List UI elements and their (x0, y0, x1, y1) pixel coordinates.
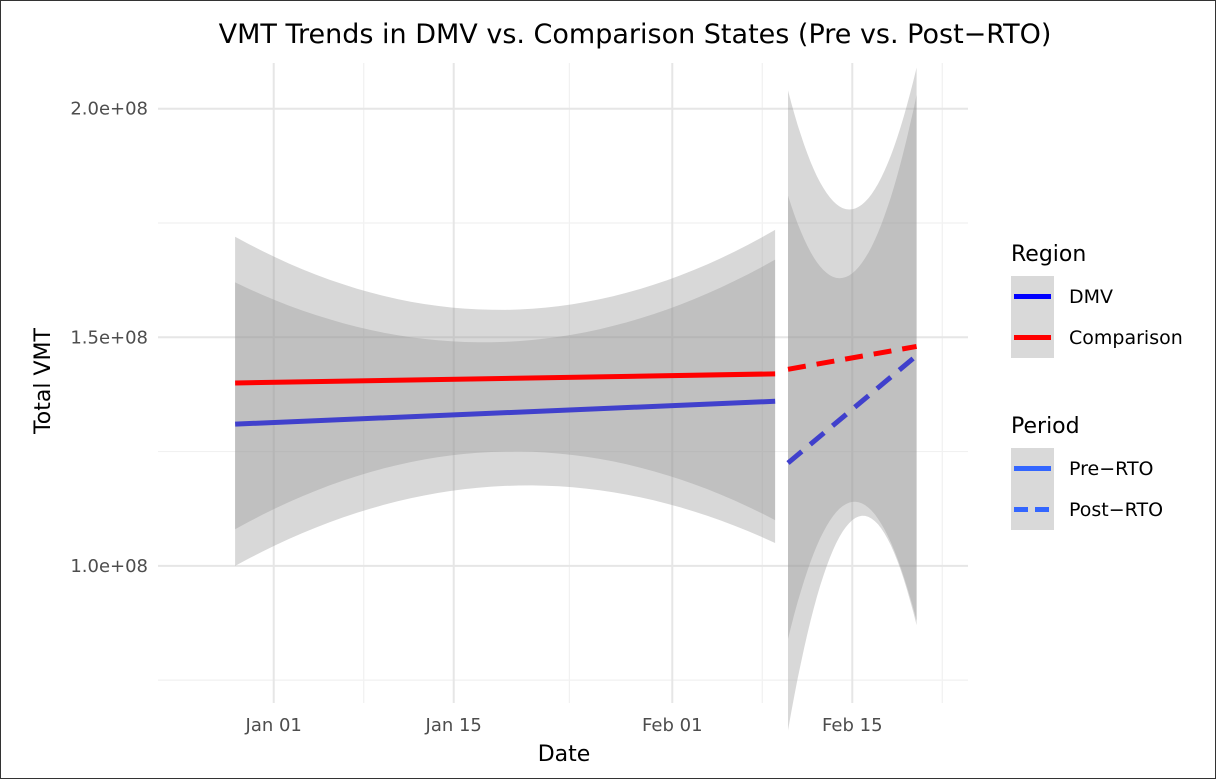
legend: Region DMV Comparison Period Pre−RTO Post−RTO (1011, 242, 1183, 530)
y-tick-label: 1.5e+08 (70, 327, 148, 348)
chart-title: VMT Trends in DMV vs. Comparison States … (219, 19, 1052, 50)
x-tick-label: Feb 01 (642, 715, 703, 736)
y-axis-title: Total VMT (31, 328, 56, 435)
y-tick-label: 2.0e+08 (70, 99, 148, 120)
y-axis-ticks: 1.0e+08 1.5e+08 2.0e+08 (70, 99, 148, 577)
x-tick-label: Jan 01 (245, 715, 302, 736)
series-lines (235, 343, 919, 465)
legend-label: Pre−RTO (1069, 458, 1154, 480)
confidence-band-dmv-post (788, 67, 917, 731)
legend-label: Post−RTO (1069, 499, 1163, 521)
legend-label: Comparison (1069, 327, 1183, 349)
legend-label: DMV (1069, 286, 1113, 308)
legend-title: Period (1011, 414, 1080, 439)
y-tick-label: 1.0e+08 (70, 556, 148, 577)
series-line-comparison-post (787, 343, 918, 372)
x-axis-ticks: Jan 01 Jan 15 Feb 01 Feb 15 (245, 715, 883, 736)
x-tick-label: Jan 15 (425, 715, 482, 736)
x-axis-title: Date (538, 742, 591, 767)
legend-title: Region (1011, 242, 1086, 267)
series-line-comparison-pre (235, 371, 776, 386)
confidence-band-comparison-post (788, 95, 917, 639)
x-tick-label: Feb 15 (822, 715, 883, 736)
series-line-dmv-pre (235, 398, 776, 427)
